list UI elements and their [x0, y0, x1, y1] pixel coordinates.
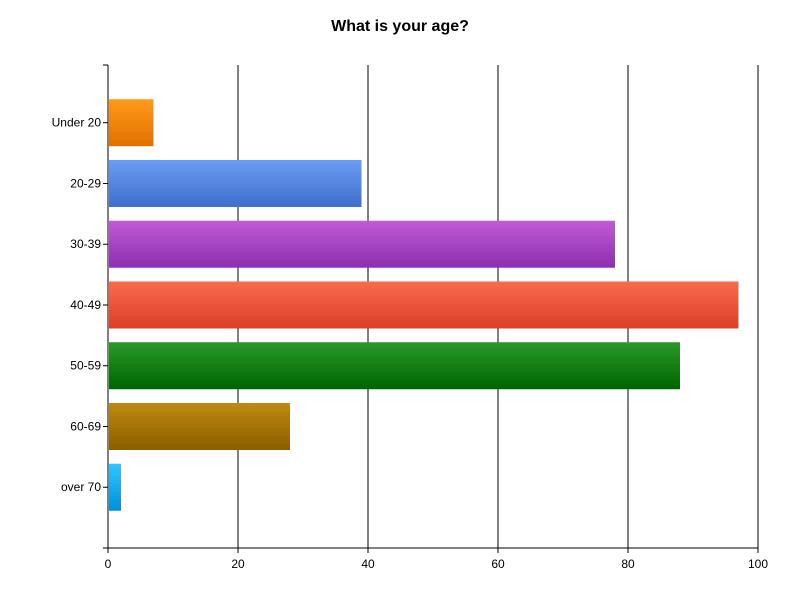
x-tick-label: 100 [748, 557, 768, 571]
y-tick-label: 60-69 [70, 419, 101, 433]
bar [109, 342, 680, 390]
y-tick-label: Under 20 [52, 116, 102, 130]
y-tick-label: 30-39 [70, 237, 101, 251]
bar [109, 281, 739, 329]
x-tick-label: 40 [361, 557, 375, 571]
bar [109, 463, 121, 511]
bar [109, 402, 290, 450]
x-tick-label: 80 [621, 557, 635, 571]
chart-title: What is your age? [331, 18, 469, 35]
y-tick-label: 20-29 [70, 176, 101, 190]
bar [109, 99, 154, 147]
y-tick-label: 50-59 [70, 359, 101, 373]
x-tick-label: 60 [491, 557, 505, 571]
y-tick-label: 40-49 [70, 298, 101, 312]
bar [109, 220, 615, 268]
y-tick-label: over 70 [61, 480, 101, 494]
x-tick-label: 0 [105, 557, 112, 571]
bar [109, 159, 362, 207]
x-tick-label: 20 [231, 557, 245, 571]
